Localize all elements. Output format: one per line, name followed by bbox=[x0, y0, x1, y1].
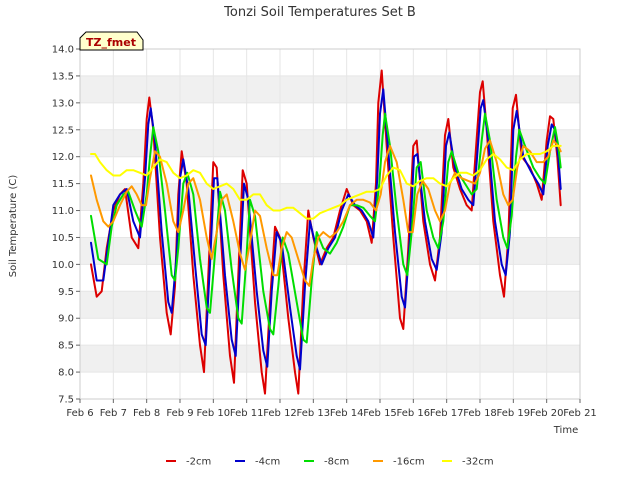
station-badge: TZ_fmet bbox=[79, 31, 144, 51]
x-tick-label: Feb 16 bbox=[397, 408, 431, 419]
plot-band bbox=[80, 345, 580, 373]
plot-frame bbox=[79, 48, 581, 400]
plot-area bbox=[80, 49, 580, 399]
y-tick-label: 12.0 bbox=[52, 152, 74, 163]
series-line-16cmcm bbox=[90, 139, 562, 287]
y-axis: 7.5 8.0 8.5 9.0 9.5 10.0 10.5 11.0 11.5 12.0 12.5 1… bbox=[52, 45, 80, 406]
x-tick-label: Feb 21 bbox=[563, 408, 597, 419]
y-tick-label: 9.0 bbox=[58, 314, 74, 325]
series-line-32cmcm bbox=[90, 144, 562, 220]
y-tick-label: 13.5 bbox=[52, 71, 74, 82]
x-tick-label: Feb 12 bbox=[263, 408, 297, 419]
legend-label: -4cm bbox=[255, 457, 280, 468]
legend-label: -8cm bbox=[324, 457, 349, 468]
y-tick-label: 14.0 bbox=[52, 45, 74, 56]
series-line-8cmcm bbox=[90, 112, 562, 344]
x-tick-label: Feb 13 bbox=[297, 408, 331, 419]
y-tick-label: 10.5 bbox=[52, 233, 74, 244]
x-tick-label: Feb 7 bbox=[100, 408, 127, 419]
y-tick-label: 10.0 bbox=[52, 260, 74, 271]
plot-band bbox=[80, 49, 580, 76]
badge-box bbox=[79, 31, 144, 51]
x-axis: Feb 6 Feb 7 Feb 8 Feb 9 Feb 10 Feb 11 Feb 12 Fe… bbox=[66, 399, 597, 419]
series-line-4cmcm bbox=[90, 88, 562, 371]
x-tick-label: Feb 17 bbox=[430, 408, 464, 419]
legend-label: -16cm bbox=[393, 457, 425, 468]
plot-band bbox=[80, 102, 580, 130]
x-tick-label: Feb 20 bbox=[530, 408, 564, 419]
x-axis-label: Time bbox=[553, 425, 578, 436]
badge-label: TZ_fmet bbox=[86, 36, 136, 49]
x-tick-label: Feb 11 bbox=[230, 408, 264, 419]
plot-band bbox=[80, 372, 580, 399]
y-tick-label: 13.0 bbox=[52, 98, 74, 109]
plot-band bbox=[80, 210, 580, 238]
plot-band bbox=[80, 75, 580, 103]
y-tick-label: 11.0 bbox=[52, 206, 74, 217]
x-tick-label: Feb 10 bbox=[197, 408, 231, 419]
x-tick-label: Feb 8 bbox=[133, 408, 160, 419]
y-tick-label: 7.5 bbox=[58, 395, 74, 406]
legend-label: -2cm bbox=[186, 457, 211, 468]
chart-title: Tonzi Soil Temperatures Set B bbox=[223, 5, 416, 20]
x-tick-label: Feb 18 bbox=[463, 408, 497, 419]
plot-band bbox=[80, 129, 580, 157]
y-tick-label: 12.5 bbox=[52, 125, 74, 136]
y-tick-label: 9.5 bbox=[58, 287, 74, 298]
legend-label: -32cm bbox=[462, 457, 494, 468]
y-tick-label: 11.5 bbox=[52, 179, 74, 190]
x-tick-label: Feb 6 bbox=[66, 408, 93, 419]
y-tick-label: 8.5 bbox=[58, 341, 74, 352]
series-lines bbox=[90, 69, 562, 395]
plot-band bbox=[80, 318, 580, 346]
legend: -2cm -4cm -8cm -16cm -32cm bbox=[166, 457, 494, 468]
x-tick-label: Feb 19 bbox=[497, 408, 531, 419]
x-tick-label: Feb 9 bbox=[166, 408, 193, 419]
plot-band bbox=[80, 291, 580, 319]
y-tick-label: 8.0 bbox=[58, 368, 74, 379]
x-tick-label: Feb 14 bbox=[330, 408, 364, 419]
y-axis-label: Soil Temperature (C) bbox=[8, 175, 19, 278]
x-tick-label: Feb 15 bbox=[363, 408, 397, 419]
